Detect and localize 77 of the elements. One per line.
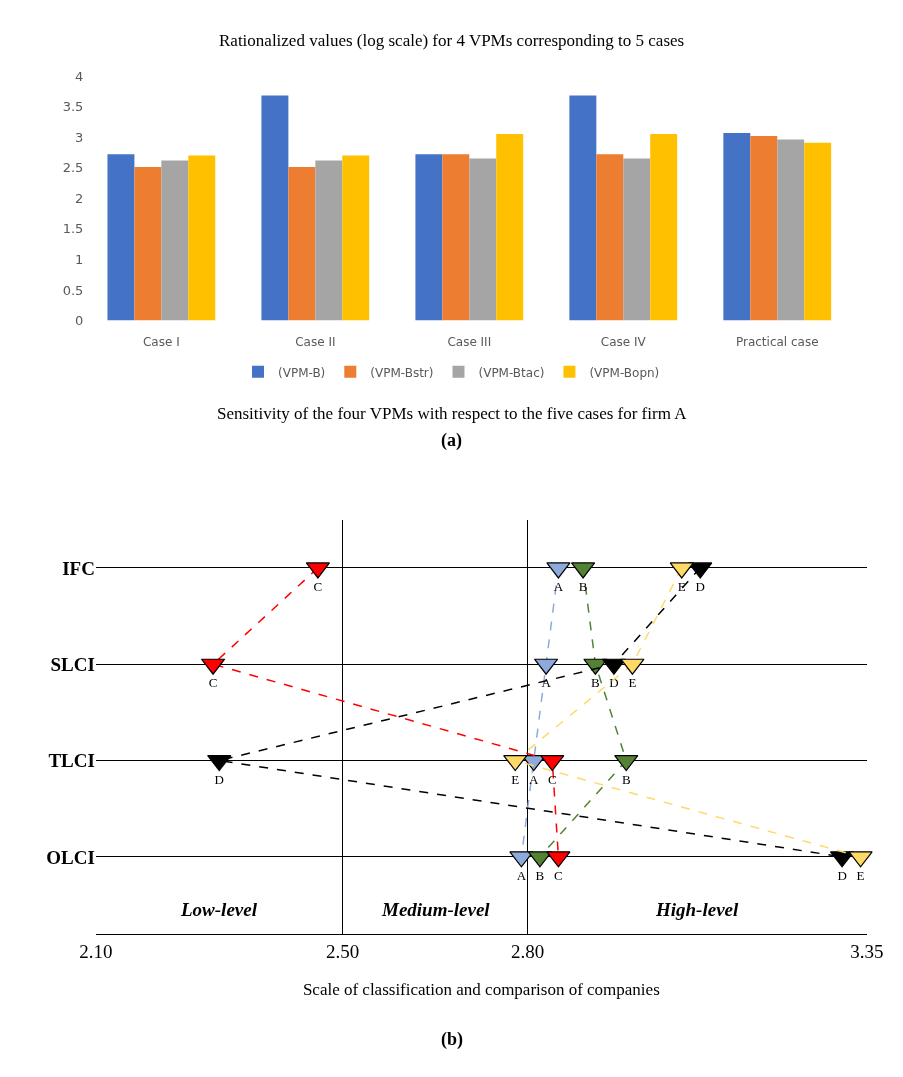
- series-label: C: [547, 771, 557, 787]
- text: Sensitivity of the four VPMs with respect to the five cases for firm A: [217, 404, 688, 423]
- y-tick-label: 0: [75, 313, 84, 329]
- text: B: [535, 868, 545, 884]
- point: [614, 754, 639, 772]
- bar: [415, 154, 443, 321]
- x-tick-label: Case I: [142, 334, 180, 349]
- bar: [750, 135, 778, 321]
- bar: [188, 155, 216, 321]
- bar: [134, 167, 162, 321]
- x-tick-label: Case II: [295, 334, 336, 349]
- text: C: [208, 675, 218, 691]
- bar: [569, 95, 597, 321]
- series-label: B: [591, 675, 601, 691]
- text: D: [609, 675, 619, 691]
- x-tick-label: Case III: [447, 334, 492, 349]
- legend-label: (VPM-Bstr): [370, 365, 434, 380]
- series-label: E: [677, 579, 686, 595]
- text: A: [516, 868, 527, 884]
- y-tick-label: 3: [75, 129, 84, 145]
- text: C: [554, 868, 563, 884]
- chart-title: Rationalized values (log scale) for 4 VPMs corresponding to 5 cases: [219, 31, 685, 50]
- y-tick-label: 4: [75, 68, 84, 84]
- text: D: [214, 771, 224, 787]
- bar: [777, 139, 805, 321]
- bar: [442, 154, 470, 321]
- text: (a): [441, 430, 462, 451]
- y-tick-label: OLCI: [46, 846, 95, 868]
- annotation: Low-level: [180, 899, 258, 920]
- legend-label: (VPM-Bopn): [589, 365, 660, 380]
- bar: [623, 158, 651, 321]
- text: E: [856, 868, 865, 884]
- bar: [650, 134, 678, 321]
- bar: [723, 132, 751, 321]
- bar: [261, 95, 289, 321]
- y-tick-label: 1.5: [62, 221, 84, 237]
- y-tick-label: 2.5: [62, 160, 84, 176]
- bar: [161, 160, 189, 321]
- text: D: [837, 868, 847, 884]
- y-tick-label: 1: [75, 251, 84, 267]
- bar: [804, 142, 832, 321]
- x-tick-label: Practical case: [735, 334, 819, 349]
- bar: [496, 134, 524, 321]
- series-label: D: [695, 579, 705, 595]
- text: (b): [441, 1029, 463, 1050]
- text: E: [511, 771, 520, 787]
- x-axis-title: Scale of classification and comparison of companies: [302, 980, 660, 1000]
- x-tick-label: 2.10: [79, 940, 113, 962]
- y-tick-label: 0.5: [62, 282, 84, 298]
- legend-label: (VPM-B): [278, 365, 326, 380]
- bar: [596, 154, 624, 321]
- x-tick-label: Case IV: [600, 334, 647, 349]
- bar: [107, 154, 135, 321]
- text: B: [621, 771, 631, 787]
- series-label: A: [529, 771, 540, 787]
- text: C: [313, 579, 323, 595]
- y-tick-label: 3.5: [62, 99, 84, 115]
- bar: [469, 158, 497, 321]
- text: B: [578, 579, 588, 595]
- point: [207, 754, 232, 772]
- annotation: Medium-level: [381, 899, 491, 920]
- legend-label: (VPM-Btac): [478, 365, 545, 380]
- x-tick-label: 3.35: [850, 940, 884, 962]
- point: [540, 754, 565, 772]
- bar: [342, 155, 370, 321]
- y-tick-label: TLCI: [48, 750, 95, 772]
- x-tick-label: 2.80: [510, 940, 545, 962]
- bar: [315, 160, 343, 321]
- text: A: [553, 579, 564, 595]
- text: E: [628, 675, 637, 691]
- bar: [288, 167, 316, 321]
- y-tick-label: SLCI: [50, 653, 95, 675]
- point: [503, 754, 528, 772]
- x-tick-label: 2.50: [325, 940, 360, 962]
- y-tick-label: 2: [75, 190, 84, 206]
- annotation: High-level: [655, 899, 740, 920]
- y-tick-label: IFC: [62, 557, 95, 579]
